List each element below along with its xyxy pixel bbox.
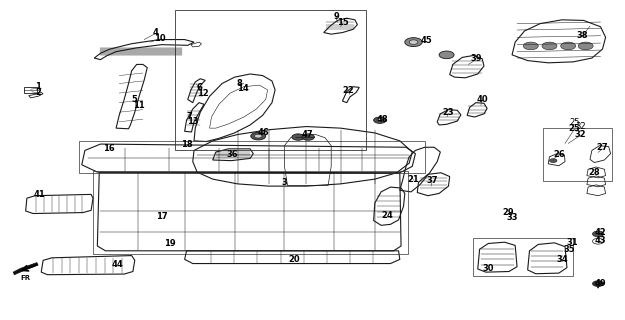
Circle shape — [374, 117, 386, 123]
Text: 47: 47 — [302, 130, 313, 139]
Text: 38: 38 — [576, 31, 587, 40]
Text: 8: 8 — [236, 79, 242, 88]
Circle shape — [592, 231, 604, 237]
Circle shape — [254, 134, 262, 138]
Text: 33: 33 — [506, 213, 518, 222]
Circle shape — [439, 51, 454, 59]
Circle shape — [561, 42, 576, 50]
Text: 34: 34 — [556, 255, 568, 264]
Text: 19: 19 — [164, 239, 176, 248]
Text: 2: 2 — [35, 88, 41, 97]
Text: 5: 5 — [132, 95, 138, 104]
Text: 24: 24 — [381, 211, 393, 220]
Circle shape — [542, 42, 557, 50]
Text: 7: 7 — [186, 112, 192, 121]
Text: 35: 35 — [564, 245, 575, 254]
Circle shape — [292, 134, 304, 140]
Text: 31: 31 — [567, 238, 578, 247]
Text: 37: 37 — [426, 176, 438, 185]
Circle shape — [592, 281, 604, 286]
Text: 25: 25 — [569, 117, 579, 126]
Text: 39: 39 — [470, 54, 482, 63]
Text: 29: 29 — [502, 208, 514, 217]
Text: 9: 9 — [333, 12, 339, 21]
Text: 25: 25 — [569, 124, 580, 132]
Text: 18: 18 — [181, 140, 192, 148]
Bar — [79, 141, 425, 173]
Text: 49: 49 — [595, 279, 606, 288]
Text: 15: 15 — [336, 18, 348, 27]
Text: 20: 20 — [288, 255, 299, 264]
Text: 21: 21 — [408, 175, 419, 184]
Text: 22: 22 — [342, 86, 354, 95]
Text: 45: 45 — [421, 36, 432, 45]
Text: 13: 13 — [187, 117, 199, 126]
Text: 27: 27 — [597, 143, 608, 152]
Circle shape — [549, 159, 557, 163]
Text: 46: 46 — [258, 128, 270, 137]
Circle shape — [409, 40, 418, 44]
Circle shape — [578, 42, 593, 50]
Circle shape — [302, 134, 314, 140]
Circle shape — [523, 42, 538, 50]
Text: 1: 1 — [35, 82, 41, 91]
Text: 42: 42 — [595, 228, 606, 237]
Text: 48: 48 — [376, 115, 388, 124]
Text: 43: 43 — [595, 236, 606, 245]
Text: 23: 23 — [442, 108, 454, 117]
Text: 41: 41 — [34, 190, 45, 199]
Text: 10: 10 — [154, 34, 166, 43]
Text: 30: 30 — [482, 264, 494, 274]
Text: 4: 4 — [152, 28, 158, 37]
Text: 12: 12 — [198, 89, 209, 98]
Circle shape — [251, 132, 266, 140]
Text: 32: 32 — [576, 122, 586, 131]
Polygon shape — [13, 263, 38, 275]
Text: 26: 26 — [553, 150, 565, 159]
Text: 40: 40 — [476, 95, 488, 104]
Text: 3: 3 — [281, 178, 288, 187]
Bar — [93, 171, 408, 254]
Text: 32: 32 — [575, 130, 586, 139]
Bar — [473, 238, 573, 276]
Text: 44: 44 — [112, 260, 124, 269]
Circle shape — [405, 38, 422, 47]
Text: 16: 16 — [102, 144, 114, 153]
Text: 6: 6 — [196, 84, 202, 92]
Text: 11: 11 — [133, 101, 145, 110]
Text: 17: 17 — [156, 212, 168, 221]
Text: FR: FR — [21, 275, 31, 281]
Circle shape — [377, 119, 383, 122]
Text: 28: 28 — [589, 168, 600, 177]
Text: 36: 36 — [227, 150, 239, 159]
Bar — [175, 10, 366, 150]
Bar — [543, 128, 612, 181]
Text: 14: 14 — [238, 84, 249, 93]
